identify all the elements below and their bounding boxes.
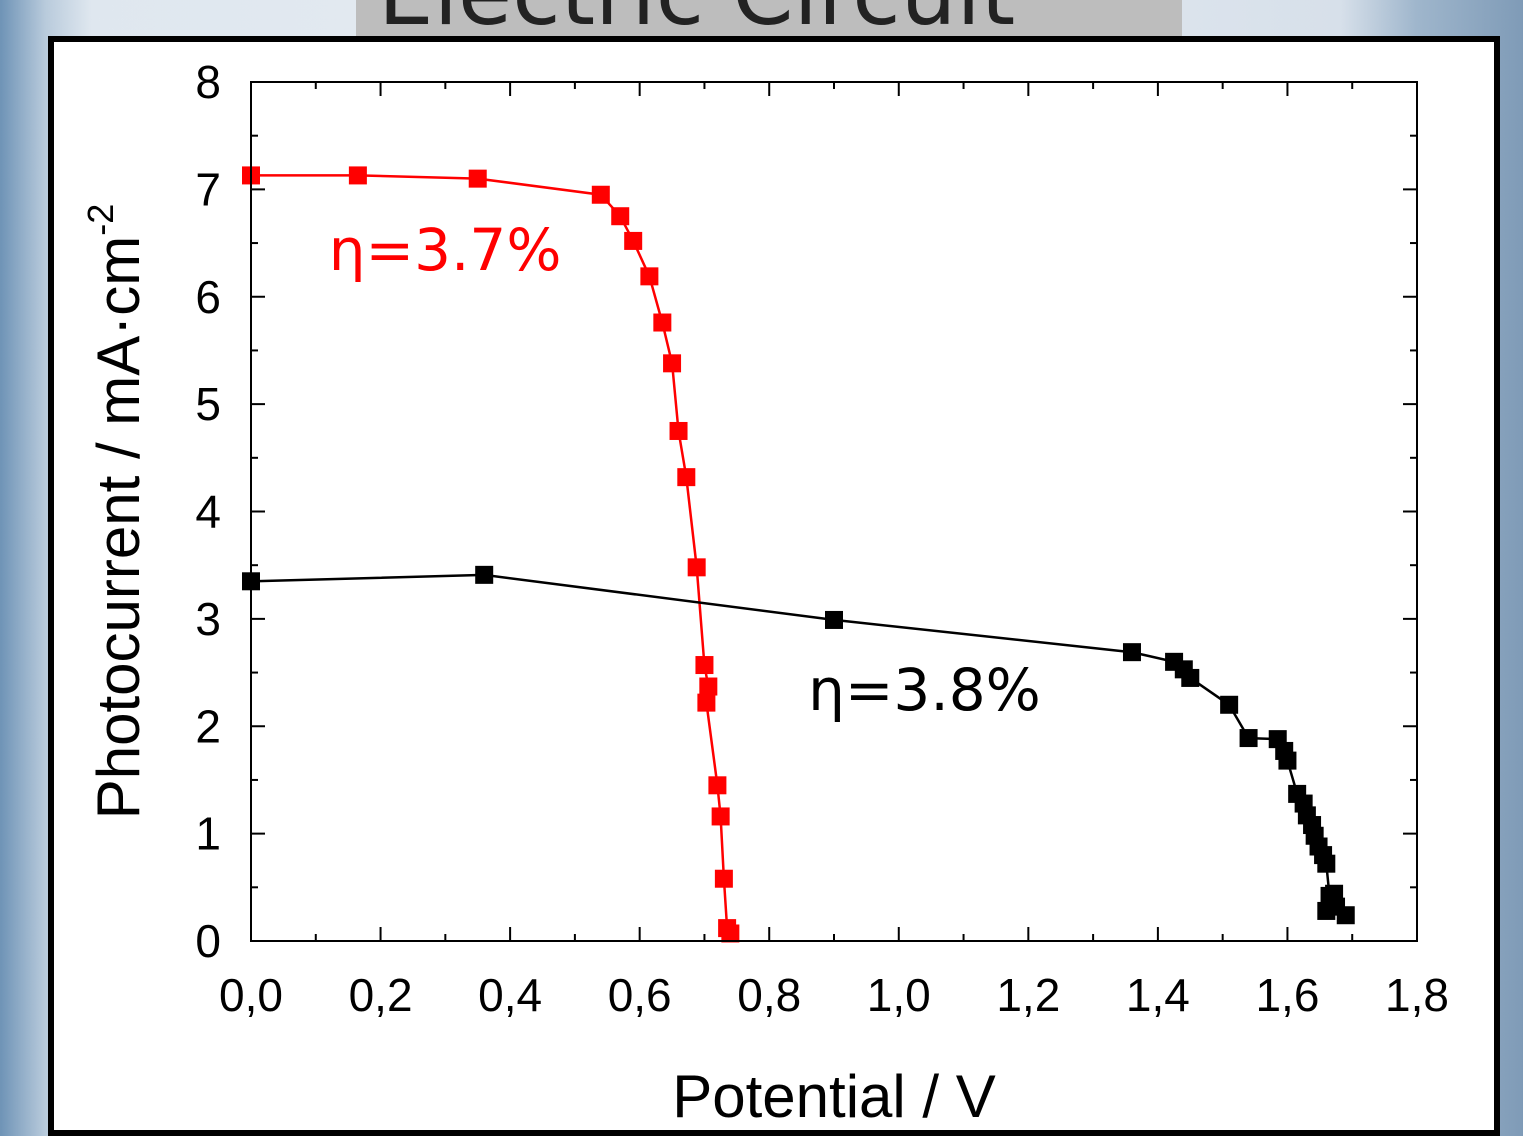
data-point [1336,906,1355,925]
series-1 [242,565,1355,925]
x-tick-label: 1,4 [1126,969,1190,1021]
data-point [711,807,730,826]
data-point [1278,751,1297,770]
iv-curve-chart: 0,0 0,2 0,4 0,6 0,8 1,0 1,2 1,4 1,6 1,8 0 1 2 3 4 5 6 7 8… [80,56,1449,1130]
y-tick-label: 6 [195,271,221,323]
x-tick-label: 1,0 [867,969,931,1021]
y-tick-label: 0 [195,915,221,967]
y-tick-label: 1 [195,808,221,860]
x-tick-label: 1,6 [1255,969,1319,1021]
data-point [669,421,688,440]
x-tick-label: 1,8 [1385,969,1449,1021]
data-point [677,468,696,487]
series-layer [242,166,1355,943]
y-tick-label: 2 [195,700,221,752]
data-point [348,166,367,185]
efficiency-annotation: η=3.8% [808,656,1041,724]
y-tick-label: 8 [195,56,221,108]
data-point [1122,643,1141,662]
series-line [250,573,1346,917]
y-axis-label-main: Photocurrent / mA·cm [85,236,152,820]
data-point [624,231,643,250]
data-point [699,677,718,696]
data-point [714,869,733,888]
data-point [825,610,843,629]
data-point [697,693,716,712]
data-point [695,656,714,675]
x-axis-label: Potential / V [672,1063,996,1130]
data-point [640,267,659,286]
x-tick-label: 0,4 [478,969,542,1021]
data-point [708,776,727,795]
x-tick-label: 0,0 [219,969,283,1021]
data-point [663,354,682,373]
slide-title-box: Electric Circuit [356,0,1182,40]
axis-ticks [250,81,1418,942]
x-tick-labels: 0,0 0,2 0,4 0,6 0,8 1,0 1,2 1,4 1,6 1,8 [219,969,1449,1021]
series-line [251,174,732,935]
x-tick-label: 0,6 [608,969,672,1021]
y-tick-label: 7 [195,163,221,215]
data-point [1181,668,1200,687]
y-axis-label-sup: -2 [80,204,121,236]
data-point [1317,854,1336,873]
x-tick-label: 1,2 [996,969,1060,1021]
data-point [611,207,630,226]
data-point [1317,901,1336,920]
plot-frame [250,81,1418,942]
data-point [721,924,740,943]
y-tick-labels: 0 1 2 3 4 5 6 7 8 [195,56,221,967]
x-tick-label: 0,2 [349,969,413,1021]
y-tick-label: 3 [195,593,221,645]
data-point [687,558,706,577]
y-tick-label: 4 [195,486,221,538]
annotations: η=3.7% η=3.8% [329,216,1041,724]
x-tick-label: 0,8 [737,969,801,1021]
data-point [591,185,610,204]
data-point [468,169,487,188]
data-point [1239,729,1258,748]
chart-panel: 0,0 0,2 0,4 0,6 0,8 1,0 1,2 1,4 1,6 1,8 0 1 2 3 4 5 6 7 8… [48,36,1500,1136]
y-axis-label: Photocurrent / mA·cm-2 [80,204,152,820]
data-point [653,313,672,332]
efficiency-annotation: η=3.7% [329,216,562,284]
series-0 [242,166,740,943]
y-tick-label: 5 [195,378,221,430]
data-point [1220,695,1239,714]
slide-title: Electric Circuit [378,0,1015,40]
data-point [475,565,494,584]
